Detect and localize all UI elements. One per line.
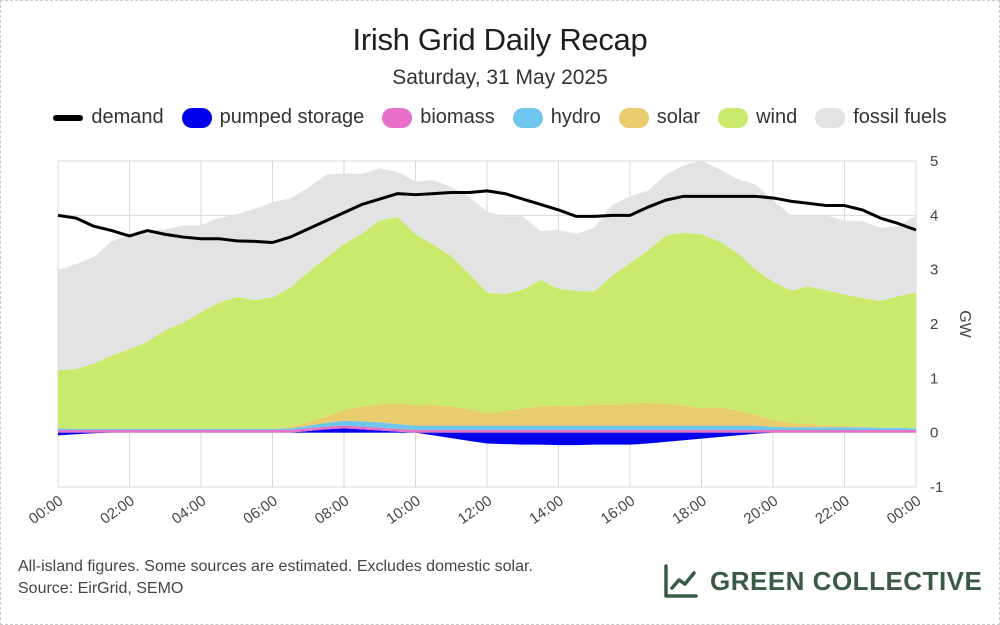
y-tick-label: 2 <box>930 316 938 333</box>
x-tick-label: 06:00 <box>240 492 281 527</box>
footnote-line-2: Source: EirGrid, SEMO <box>18 580 184 597</box>
brand-logo[interactable]: GREEN COLLECTIVE <box>662 562 982 600</box>
legend-swatch-biomass <box>382 107 413 128</box>
area-fossil-fuels <box>58 160 916 371</box>
legend-swatch-demand <box>53 114 84 121</box>
chart-legend: demand pumped storage biomass hydro sola… <box>0 106 1000 129</box>
area-solar <box>58 402 916 429</box>
x-tick-label: 04:00 <box>169 492 210 527</box>
legend-label-biomass: biomass <box>420 106 495 128</box>
legend-item-pumped-storage[interactable]: pumped storage <box>181 106 365 129</box>
stacked-areas <box>58 160 916 446</box>
legend-swatch-fossil-fuels <box>815 107 846 128</box>
legend-swatch-solar <box>618 107 649 128</box>
y-tick-label: 4 <box>930 207 938 224</box>
x-tick-label: 02:00 <box>97 492 138 527</box>
x-tick-label: 10:00 <box>383 492 424 527</box>
footnote: All-island figures. Some sources are est… <box>18 556 533 600</box>
brand-name: GREEN COLLECTIVE <box>710 565 983 596</box>
legend-item-fossil-fuels[interactable]: fossil fuels <box>815 106 947 129</box>
legend-item-wind[interactable]: wind <box>718 106 797 129</box>
y-tick-label: 3 <box>930 262 938 279</box>
y-tick-label: 5 <box>930 153 938 170</box>
x-tick-label: 12:00 <box>455 492 496 527</box>
x-tick-label: 00:00 <box>26 492 67 527</box>
legend-label-solar: solar <box>656 106 701 128</box>
legend-swatch-pumped-storage <box>181 107 212 128</box>
trend-chart-icon <box>664 564 698 598</box>
x-tick-label: 20:00 <box>741 492 782 527</box>
legend-item-solar[interactable]: solar <box>618 106 701 129</box>
x-tick-label: 14:00 <box>526 492 567 527</box>
y-axis-label: GW <box>956 310 973 338</box>
y-tick-label: -1 <box>930 479 943 496</box>
area-hydro <box>58 420 916 430</box>
area-pumped-storage <box>58 428 916 446</box>
legend-label-fossil-fuels: fossil fuels <box>853 106 947 128</box>
legend-item-hydro[interactable]: hydro <box>512 106 601 129</box>
legend-label-hydro: hydro <box>550 106 601 128</box>
line-demand <box>57 189 917 244</box>
x-tick-label: 22:00 <box>812 492 853 527</box>
legend-label-pumped-storage: pumped storage <box>219 106 365 128</box>
y-tick-label: 1 <box>930 370 938 387</box>
y-tick-label: 0 <box>930 425 938 442</box>
x-tick-label: 08:00 <box>312 492 353 527</box>
x-tick-label: 00:00 <box>884 492 925 527</box>
x-tick-label: 16:00 <box>598 492 639 527</box>
legend-label-wind: wind <box>756 106 798 128</box>
x-tick-label: 18:00 <box>669 492 710 527</box>
chart-subtitle: Saturday, 31 May 2025 <box>392 66 608 89</box>
demand-series <box>57 189 917 244</box>
footnote-line-1: All-island figures. Some sources are est… <box>18 558 533 575</box>
legend-item-demand[interactable]: demand <box>53 106 164 129</box>
area-biomass <box>58 425 916 433</box>
legend-item-biomass[interactable]: biomass <box>382 106 495 129</box>
chart-title: Irish Grid Daily Recap <box>352 22 648 57</box>
legend-swatch-hydro <box>512 107 543 128</box>
area-wind <box>58 216 916 429</box>
legend-swatch-wind <box>718 107 749 128</box>
legend-label-demand: demand <box>91 106 164 128</box>
